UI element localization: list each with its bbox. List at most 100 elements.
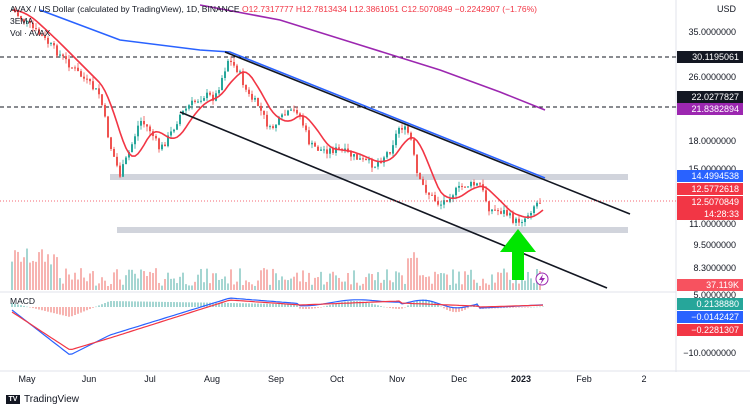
lightning-icon[interactable]: [535, 272, 549, 286]
price-tick: 35.0000000: [688, 27, 736, 37]
price-tick: 8.3000000: [693, 263, 736, 273]
volume-bar: [194, 281, 196, 290]
time-tick: Dec: [450, 374, 468, 384]
candle-body: [305, 125, 307, 131]
macd-hist-value[interactable]: 0.2138880: [677, 298, 743, 310]
time-tick: Feb: [576, 374, 592, 384]
candle-body: [257, 98, 259, 106]
price-label-blue[interactable]: 14.4994538: [677, 170, 743, 182]
candle-body: [437, 201, 439, 205]
price-label-ema[interactable]: 12.5772618: [677, 183, 743, 195]
volume-bar: [470, 269, 472, 290]
volume-bar: [110, 284, 112, 290]
macd-histogram-bar: [440, 306, 442, 308]
candle-body: [449, 198, 451, 202]
macd-histogram-bar: [68, 307, 70, 317]
volume-bar: [56, 257, 58, 290]
candle-body: [167, 135, 169, 147]
volume-bar: [77, 279, 79, 290]
price-label-purple[interactable]: 21.8382894: [677, 103, 743, 115]
volume-bar: [368, 273, 370, 290]
candle-body: [125, 157, 127, 165]
candle-body: [410, 132, 412, 140]
candle-body: [170, 131, 172, 136]
macd-histogram-bar: [533, 306, 535, 308]
price-label-22[interactable]: 22.0277827: [677, 91, 743, 103]
candle-body: [362, 158, 364, 160]
volume-bar: [41, 249, 43, 290]
candle-body: [326, 149, 328, 154]
macd-histogram-bar: [329, 304, 331, 307]
candle-body: [392, 145, 394, 154]
volume-bar: [278, 280, 280, 290]
volume-bar: [107, 285, 109, 290]
candle-body: [131, 144, 133, 153]
candle-body: [515, 218, 517, 223]
macd-histogram-bar: [227, 302, 229, 307]
volume-bar: [347, 272, 349, 290]
price-label-last[interactable]: 12.5070849: [677, 196, 743, 208]
candle-body: [197, 101, 199, 103]
time-tick: Sep: [267, 374, 285, 384]
volume-bar: [377, 272, 379, 290]
currency-label: USD: [716, 4, 736, 14]
volume-bar: [275, 273, 277, 290]
volume-bar: [50, 264, 52, 290]
volume-bar: [158, 282, 160, 290]
candle-body: [425, 184, 427, 193]
candle-body: [356, 154, 358, 160]
volume-bar: [53, 254, 55, 290]
volume-bar: [251, 284, 253, 290]
macd-line-value[interactable]: −0.0142427: [677, 311, 743, 323]
volume-bar: [197, 274, 199, 290]
candle-body: [455, 187, 457, 196]
time-tick: 2023: [510, 374, 532, 384]
macd-histogram-bar: [209, 302, 211, 307]
volume-bar: [113, 272, 115, 290]
macd-histogram-bar: [65, 307, 67, 317]
support-zone[interactable]: [117, 227, 628, 233]
macd-legend[interactable]: MACD: [10, 296, 36, 306]
candle-body: [452, 195, 454, 199]
price-label-30[interactable]: 30.1195061: [677, 51, 743, 63]
volume-bar: [152, 273, 154, 290]
macd-histogram-bar: [146, 301, 148, 307]
candle-body: [386, 152, 388, 158]
macd-histogram-bar: [380, 306, 382, 307]
channel-upper-line[interactable]: [224, 51, 631, 215]
channel-lower-line[interactable]: [179, 111, 608, 289]
candle-body: [107, 116, 109, 138]
macd-histogram-bar: [248, 303, 250, 307]
resistance-zone[interactable]: [110, 174, 628, 180]
candle-body: [323, 149, 325, 151]
tradingview-brand[interactable]: TV TradingView: [6, 394, 79, 405]
ema-legend[interactable]: 3EMA: [10, 16, 34, 26]
ema-red-line: [11, 9, 544, 219]
volume-bar: [350, 284, 352, 290]
candle-body: [56, 45, 58, 56]
candle-body: [470, 181, 472, 187]
volume-bar: [32, 260, 34, 290]
macd-histogram-bar: [191, 302, 193, 307]
low-value: L12.3861051: [349, 4, 399, 14]
macd-histogram-bar: [509, 307, 511, 308]
volume-bar: [212, 273, 214, 290]
volume-bar: [176, 283, 178, 290]
volume-bar: [422, 275, 424, 290]
macd-signal-value[interactable]: −0.2281307: [677, 324, 743, 336]
candle-body: [485, 190, 487, 202]
candle-body: [518, 218, 520, 223]
macd-histogram-bar: [338, 302, 340, 307]
macd-histogram-bar: [269, 303, 271, 307]
volume-bar: [365, 277, 367, 290]
macd-histogram-bar: [179, 302, 181, 307]
macd-histogram-bar: [218, 302, 220, 307]
symbol-legend[interactable]: AVAX / US Dollar (calculated by TradingV…: [10, 4, 537, 14]
candle-body: [506, 210, 508, 216]
macd-histogram-bar: [152, 301, 154, 307]
macd-histogram-bar: [44, 307, 46, 311]
volume-bar: [236, 281, 238, 290]
volume-label[interactable]: 37.119K: [677, 279, 743, 291]
volume-legend[interactable]: Vol · AVAX: [10, 28, 51, 38]
